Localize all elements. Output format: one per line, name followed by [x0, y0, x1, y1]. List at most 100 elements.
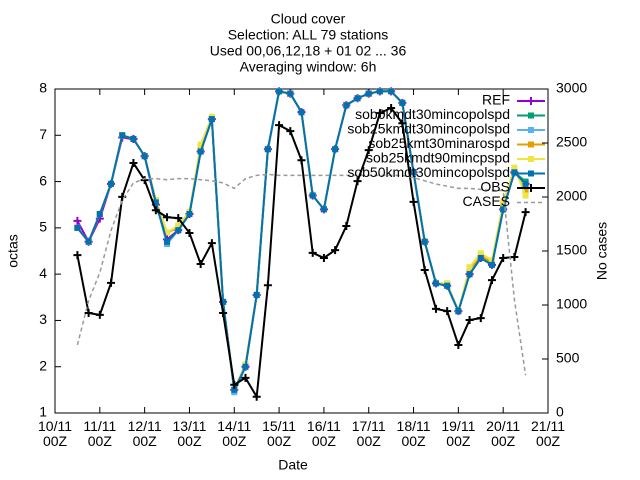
y2-tick-label: 2000	[556, 188, 587, 204]
point	[151, 206, 160, 215]
point	[84, 309, 93, 318]
point	[387, 103, 396, 112]
x-tick-label: 15/11 00Z	[262, 418, 297, 449]
legend-label: sob50kmdt30mincopolspd	[347, 164, 510, 180]
point	[455, 308, 462, 315]
y2-tick-label: 0	[556, 404, 564, 420]
y2-tick-label: 500	[556, 350, 580, 366]
point	[73, 216, 82, 225]
legend-label: OBS	[480, 179, 510, 195]
point	[331, 246, 340, 255]
legend-marker	[528, 156, 534, 162]
point	[421, 238, 428, 245]
point	[343, 102, 350, 109]
point	[476, 314, 485, 323]
point	[309, 192, 316, 199]
point	[175, 227, 182, 234]
y2-tick-label: 2500	[556, 134, 587, 150]
point	[297, 156, 306, 165]
point	[186, 210, 193, 217]
chart-subtitle: Averaging window: 6h	[240, 59, 377, 75]
x-tick-label: 16/11 00Z	[306, 418, 341, 449]
legend-label: CASES	[463, 193, 510, 209]
point	[444, 282, 451, 289]
point	[219, 309, 228, 318]
x-tick-label: 12/11 00Z	[127, 418, 162, 449]
chart-subtitle: Used 00,06,12,18 + 01 02 ... 36	[210, 43, 407, 59]
chart-title: Cloud cover	[271, 11, 346, 27]
point	[364, 146, 373, 155]
x-tick-label: 13/11 00Z	[172, 418, 207, 449]
point	[432, 280, 439, 287]
point	[511, 169, 518, 176]
point	[320, 206, 327, 213]
y-axis-label: octas	[5, 234, 21, 267]
point	[465, 315, 474, 324]
chart-subtitle: Selection: ALL 79 stations	[228, 27, 389, 43]
point	[152, 199, 159, 206]
y-tick-label: 4	[39, 265, 47, 281]
point	[108, 180, 115, 187]
point	[376, 88, 383, 95]
legend-marker	[528, 141, 534, 148]
point	[409, 197, 418, 206]
y-tick-label: 3	[39, 311, 47, 327]
point	[522, 192, 529, 199]
point	[163, 213, 172, 222]
point	[141, 153, 148, 160]
y2-tick-label: 3000	[556, 80, 587, 96]
point	[74, 224, 81, 231]
point	[241, 373, 250, 382]
point	[354, 95, 361, 102]
y2-axis-label: No cases	[594, 222, 610, 280]
point	[197, 148, 204, 155]
point	[264, 146, 271, 153]
point	[488, 261, 495, 268]
x-tick-label: 17/11 00Z	[351, 418, 386, 449]
y-tick-label: 2	[39, 357, 47, 373]
point	[522, 187, 529, 194]
point	[342, 222, 351, 231]
point	[119, 132, 126, 139]
point	[487, 276, 496, 285]
point	[95, 310, 104, 319]
point	[275, 121, 284, 130]
point	[375, 109, 384, 118]
y-tick-label: 7	[39, 126, 47, 142]
point	[365, 90, 372, 97]
legend-label: sob25kmdt30mincopolspd	[347, 121, 510, 137]
point	[308, 248, 317, 257]
point	[196, 259, 205, 268]
point	[287, 90, 294, 97]
point	[511, 164, 518, 171]
legend-label: REF	[482, 92, 510, 108]
point	[522, 180, 529, 187]
point	[130, 135, 137, 142]
point	[286, 127, 295, 136]
point	[242, 363, 249, 370]
point	[73, 251, 82, 260]
point	[164, 229, 171, 236]
point	[107, 278, 116, 287]
point	[129, 159, 138, 168]
point	[454, 340, 463, 349]
legend-label: sob25kmt30minarospd	[368, 135, 510, 151]
legend-marker	[527, 97, 535, 105]
legend-marker	[528, 112, 534, 119]
x-tick-label: 11/11 00Z	[83, 418, 117, 449]
point	[443, 307, 452, 316]
point	[164, 238, 171, 245]
point	[332, 146, 339, 153]
legend-label: sob25kmdt90mincpspd	[366, 150, 510, 166]
point	[500, 199, 507, 206]
point	[431, 304, 440, 313]
point	[276, 88, 283, 95]
x-tick-label: 10/11 00Z	[38, 418, 72, 449]
point	[185, 228, 194, 237]
point	[197, 141, 204, 148]
y2-tick-label: 1500	[556, 242, 587, 258]
point	[510, 253, 519, 262]
point	[466, 271, 473, 278]
point	[252, 392, 261, 401]
